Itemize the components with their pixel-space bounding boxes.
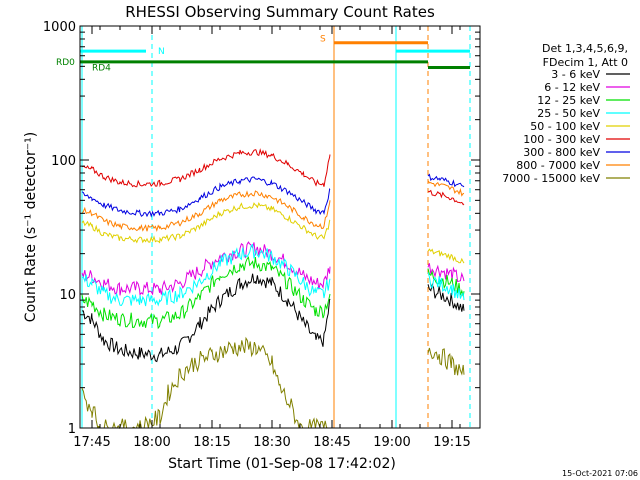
series-line-6-12-kev bbox=[81, 241, 331, 296]
series-line-25-50-kev bbox=[81, 243, 331, 307]
series-line-100-300-kev bbox=[81, 148, 331, 188]
series-line-50-100-kev bbox=[81, 201, 331, 244]
x-tick-label-2: 18:15 bbox=[193, 435, 230, 450]
flag-label-rd4: RD4 bbox=[92, 64, 111, 74]
series-line-300-800-kev bbox=[81, 176, 331, 218]
legend-header-line-2: FDecim 1, Att 0 bbox=[543, 56, 628, 69]
legend-label-300-800-kev: 300 - 800 keV bbox=[523, 146, 600, 159]
series-line-12-25-kev bbox=[81, 256, 331, 330]
x-tick-label-5: 19:00 bbox=[373, 435, 410, 450]
series-line-800-7000-kev-after-gap bbox=[427, 180, 465, 197]
x-axis-label: Start Time (01-Sep-08 17:42:02) bbox=[168, 456, 396, 472]
legend-header-line-1: Det 1,3,4,5,6,9, bbox=[542, 42, 628, 55]
legend-label-800-7000-kev: 800 - 7000 keV bbox=[516, 159, 600, 172]
chart-title: RHESSI Observing Summary Count Rates bbox=[125, 3, 435, 21]
x-tick-label-4: 18:45 bbox=[313, 435, 350, 450]
flag-label-rd0: RD0 bbox=[56, 58, 75, 68]
legend-label-25-50-kev: 25 - 50 keV bbox=[537, 107, 600, 120]
y-tick-label-0: 1 bbox=[68, 422, 76, 437]
x-tick-label-1: 18:00 bbox=[133, 435, 170, 450]
flag-label-s: S bbox=[320, 35, 326, 45]
series-line-50-100-kev-after-gap bbox=[427, 248, 465, 264]
legend-label-50-100-kev: 50 - 100 keV bbox=[530, 120, 600, 133]
series-line-7000-15000-kev-after-gap bbox=[427, 347, 465, 376]
y-tick-label-1: 10 bbox=[59, 288, 76, 303]
flag-label-n: N bbox=[158, 47, 165, 57]
legend-label-6-12-kev: 6 - 12 keV bbox=[544, 81, 600, 94]
x-tick-label-6: 19:15 bbox=[433, 435, 470, 450]
footer-date: 15-Oct-2021 07:06 bbox=[562, 469, 638, 478]
y-tick-label-3: 1000 bbox=[43, 20, 76, 35]
legend-label-100-300-kev: 100 - 300 keV bbox=[523, 133, 600, 146]
legend-label-3-6-kev: 3 - 6 keV bbox=[551, 68, 600, 81]
series-line-3-6-kev-after-gap bbox=[427, 283, 465, 312]
series-line-800-7000-kev bbox=[81, 190, 331, 233]
x-tick-label-0: 17:45 bbox=[73, 435, 110, 450]
legend-label-12-25-kev: 12 - 25 keV bbox=[537, 94, 600, 107]
y-axis-label: Count Rate (s⁻¹ detector⁻¹) bbox=[23, 132, 39, 322]
series-line-7000-15000-kev bbox=[81, 336, 329, 430]
series-line-100-300-kev-after-gap bbox=[427, 189, 465, 206]
series-line-25-50-kev-after-gap bbox=[427, 272, 465, 301]
series-line-300-800-kev-after-gap bbox=[427, 173, 465, 188]
legend: Det 1,3,4,5,6,9, FDecim 1, Att 0 3 - 6 k… bbox=[502, 42, 630, 185]
series-line-6-12-kev-after-gap bbox=[427, 263, 465, 283]
x-tick-label-3: 18:30 bbox=[253, 435, 290, 450]
series-line-3-6-kev bbox=[81, 273, 331, 363]
legend-label-7000-15000-kev: 7000 - 15000 keV bbox=[502, 172, 600, 185]
y-tick-label-2: 100 bbox=[51, 154, 76, 169]
